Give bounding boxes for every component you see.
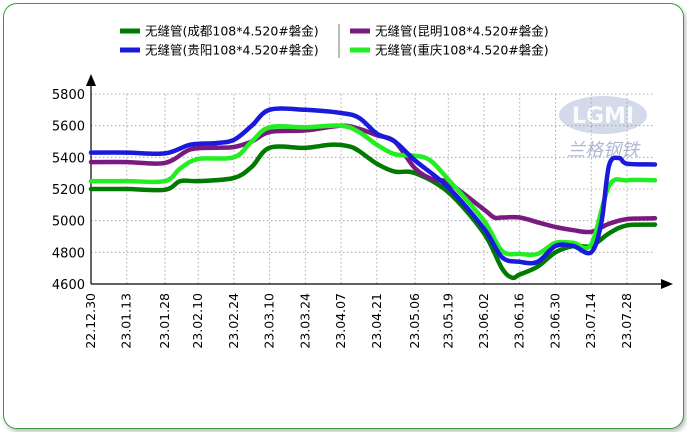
x-tick-label: 23.01.28 (157, 293, 172, 349)
x-tick-label: 23.02.24 (226, 293, 241, 349)
x-tick-label: 23.06.02 (476, 293, 491, 349)
series-lines (88, 106, 658, 281)
x-tick-label: 23.05.06 (407, 293, 422, 349)
legend-label-1: 无缝管(贵阳108*4.520#磐金) (145, 43, 319, 58)
x-tick-label: 23.06.16 (512, 293, 527, 349)
series-line-2 (88, 123, 658, 235)
series-line-1 (88, 106, 658, 266)
x-tick-label: 23.03.24 (297, 293, 312, 349)
chart-frame (3, 3, 684, 429)
legend-label-0: 无缝管(成都108*4.520#磐金) (145, 24, 319, 39)
series-line-3 (88, 123, 658, 258)
x-tick-label: 23.02.10 (190, 293, 205, 349)
x-axis-arrow (661, 279, 673, 289)
y-tick-label: 4800 (52, 246, 85, 261)
legend-label-2: 无缝管(昆明108*4.520#磐金) (375, 24, 549, 39)
series-line-0 (88, 142, 658, 281)
y-tick-label: 5400 (52, 151, 85, 166)
x-tick-label: 23.05.19 (440, 293, 455, 349)
y-tick-label: 4600 (52, 278, 85, 293)
y-tick-label: 5200 (52, 183, 85, 198)
x-tick-label: 23.03.10 (262, 293, 277, 349)
x-tick-label: 23.04.21 (369, 293, 384, 349)
x-tick-label: 23.01.13 (119, 293, 134, 349)
x-tick-label: 23.07.28 (619, 293, 634, 349)
y-tick-label: 5800 (52, 88, 85, 103)
legend: 无缝管(成都108*4.520#磐金) 无缝管(贵阳108*4.520#磐金) 无缝… (120, 24, 549, 58)
watermark: LGMI 兰格钢铁 (559, 96, 647, 161)
watermark-text: 兰格钢铁 (567, 140, 641, 161)
watermark-logo: LGMI (572, 104, 634, 129)
y-tick-label: 5600 (52, 120, 85, 135)
x-tick-label: 23.04.07 (333, 293, 348, 349)
x-tick-label: 23.06.30 (547, 293, 562, 349)
x-tick-label: 22.12.30 (83, 293, 98, 349)
watermark-logo-ellipse (559, 96, 647, 134)
x-tick-label: 23.07.14 (583, 293, 598, 349)
y-tick-label: 5000 (52, 215, 85, 230)
legend-label-3: 无缝管(重庆108*4.520#磐金) (375, 43, 549, 58)
tick-labels: 4600 4800 5000 5200 5400 5600 5800 22.12.30 23.0… (52, 88, 634, 349)
y-axis-arrow (86, 74, 96, 86)
